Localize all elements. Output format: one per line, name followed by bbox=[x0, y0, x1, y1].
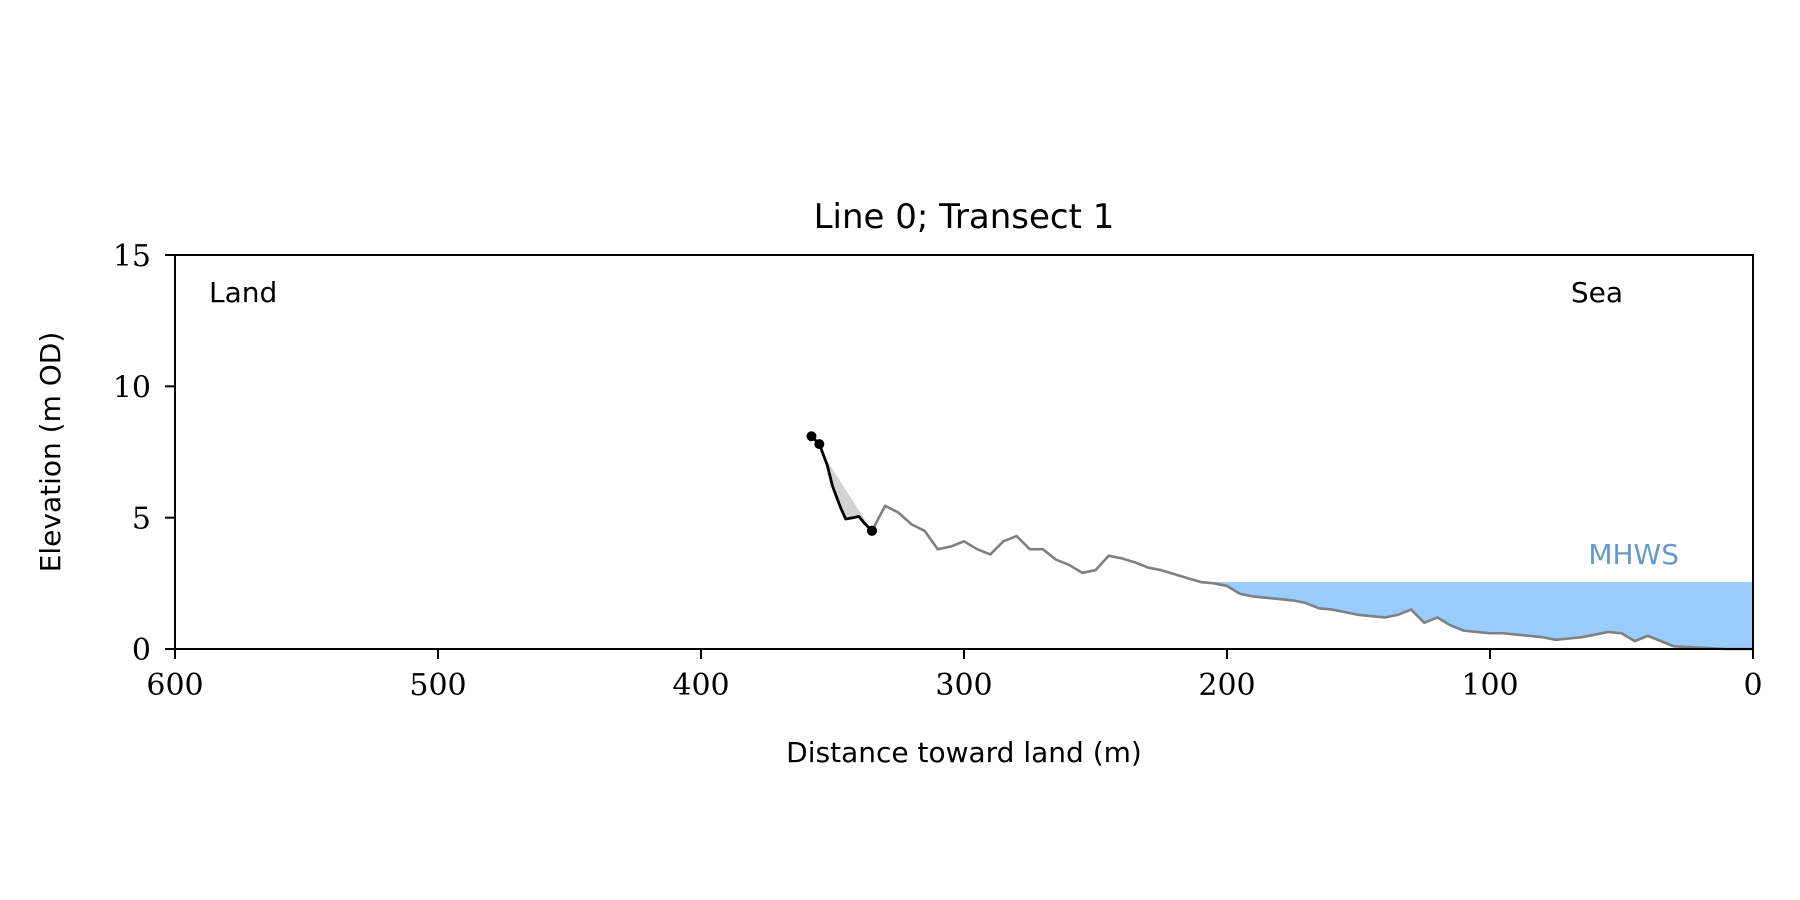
x-tick-label: 200 bbox=[1198, 668, 1255, 703]
sea-label: Sea bbox=[1571, 276, 1623, 309]
x-axis: 600 500 400 300 200 100 0 bbox=[146, 649, 1763, 703]
y-tick-label: 0 bbox=[132, 633, 151, 668]
mhws-water-area bbox=[1200, 582, 1753, 649]
x-tick-label: 500 bbox=[409, 668, 466, 703]
chart-title: Line 0; Transect 1 bbox=[814, 197, 1115, 237]
profile-line bbox=[870, 504, 1753, 651]
y-tick-label: 5 bbox=[132, 502, 151, 537]
x-axis-label: Distance toward land (m) bbox=[786, 736, 1142, 769]
mhws-label: MHWS bbox=[1588, 538, 1679, 571]
y-tick-label: 10 bbox=[113, 370, 151, 405]
y-axis-label: Elevation (m OD) bbox=[34, 332, 67, 573]
cliff-point bbox=[806, 431, 817, 442]
x-tick-label: 300 bbox=[935, 668, 992, 703]
cliff-points bbox=[806, 431, 877, 536]
x-tick-label: 0 bbox=[1743, 668, 1762, 703]
x-tick-label: 100 bbox=[1461, 668, 1518, 703]
cliff-point bbox=[814, 439, 825, 450]
cliff-toe-point bbox=[866, 525, 877, 536]
y-tick-label: 15 bbox=[113, 239, 151, 274]
y-axis: 0 5 10 15 bbox=[113, 239, 175, 668]
x-tick-label: 600 bbox=[146, 668, 203, 703]
land-label: Land bbox=[209, 276, 277, 309]
x-tick-label: 400 bbox=[672, 668, 729, 703]
